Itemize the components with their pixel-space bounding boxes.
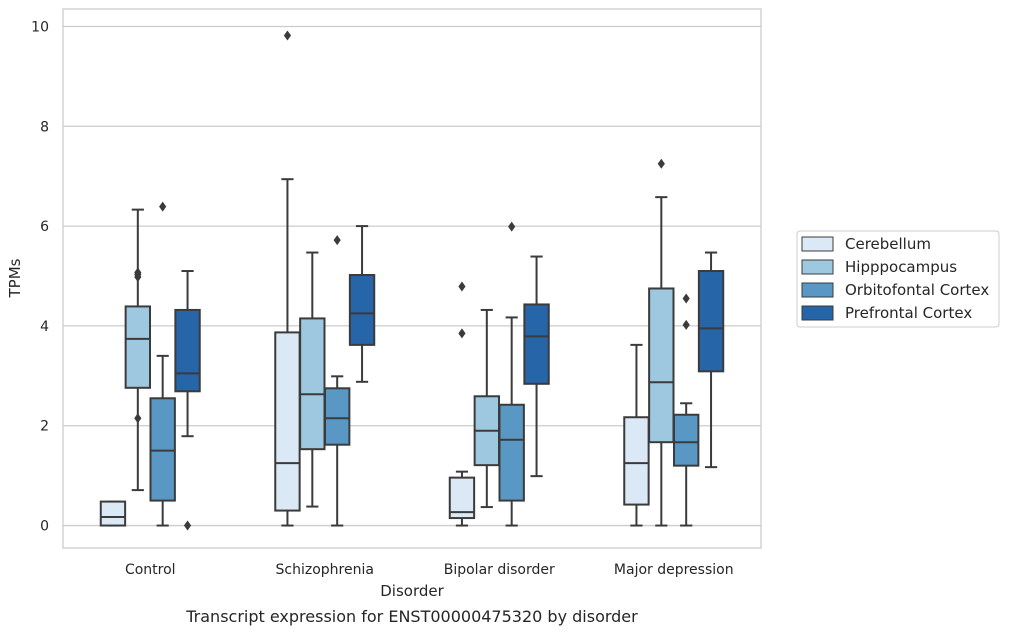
legend-frame <box>796 230 1000 328</box>
x-axis-title: Disorder <box>380 582 444 600</box>
box-cerebellum-3 <box>623 343 650 527</box>
box-iqr <box>623 416 650 506</box>
legend-swatch <box>801 305 834 321</box>
box-prefrontal-cortex-1 <box>348 225 376 383</box>
legend-swatch <box>801 282 834 298</box>
legend-swatch <box>801 259 834 275</box>
box-layer <box>99 30 725 531</box>
box-orbitofontal-cortex-0 <box>149 201 176 527</box>
box-orbitofontal-cortex-1 <box>323 235 351 527</box>
legend-label: Cerebellum <box>845 235 931 253</box>
chart-caption: Transcript expression for ENST0000047532… <box>185 607 638 626</box>
box-prefrontal-cortex-2 <box>523 255 550 478</box>
box-iqr <box>348 274 376 346</box>
box-prefrontal-cortex-3 <box>697 251 725 469</box>
y-tick-label: 10 <box>31 19 49 35</box>
box-iqr <box>323 387 351 446</box>
outlier-point <box>134 413 142 424</box>
outlier-point <box>508 221 516 232</box>
outlier-point <box>183 520 192 531</box>
legend-swatch <box>801 236 834 252</box>
y-tick-label: 4 <box>40 319 49 335</box>
x-tick-label: Schizophrenia <box>276 562 374 578</box>
legend-label: Prefrontal Cortex <box>845 304 972 322</box>
box-iqr <box>124 305 152 389</box>
outlier-point <box>134 267 142 278</box>
outlier-point <box>458 328 466 339</box>
x-tick-label: Control <box>125 562 176 578</box>
x-tick-label: Bipolar disorder <box>444 562 555 578</box>
box-iqr <box>523 303 550 385</box>
box-iqr <box>299 317 326 451</box>
box-cerebellum-1 <box>274 30 301 527</box>
box-iqr <box>697 270 725 373</box>
outlier-point <box>159 201 167 212</box>
box-iqr <box>498 403 525 502</box>
outlier-point <box>657 158 665 169</box>
outlier-point <box>283 30 292 41</box>
box-prefrontal-cortex-0 <box>174 270 201 531</box>
box-iqr <box>648 287 675 444</box>
y-tick-labels: 0 2 4 6 8 10 <box>31 19 49 534</box>
box-iqr <box>274 331 301 512</box>
y-axis-title: TPMs <box>6 258 24 298</box>
plot-frame <box>62 8 762 549</box>
box-hipppocampus-3 <box>648 158 675 527</box>
legend-items: Cerebellum Hipppocampus Orbitofontal Corte… <box>801 235 989 322</box>
box-hipppocampus-1 <box>299 251 326 508</box>
box-cerebellum-2 <box>448 281 476 527</box>
box-iqr <box>149 397 176 502</box>
box-iqr <box>174 308 201 393</box>
box-orbitofontal-cortex-2 <box>498 221 525 527</box>
box-hipppocampus-0 <box>124 208 152 492</box>
box-cerebellum-0 <box>99 500 127 527</box>
x-tick-label: Major depression <box>614 562 734 578</box>
box-iqr <box>672 413 700 467</box>
y-tick-label: 0 <box>40 519 49 535</box>
y-tick-label: 6 <box>40 219 49 235</box>
y-tick-label: 2 <box>40 419 49 435</box>
y-tick-label: 8 <box>40 119 49 135</box>
legend-label: Hipppocampus <box>845 258 957 276</box>
box-iqr <box>99 500 127 527</box>
outlier-point <box>458 281 466 292</box>
legend: Cerebellum Hipppocampus Orbitofontal Corte… <box>796 230 1000 328</box>
outlier-point <box>682 319 690 330</box>
outlier-point <box>333 235 341 246</box>
legend-label: Orbitofontal Cortex <box>845 281 989 299</box>
box-orbitofontal-cortex-3 <box>672 293 700 527</box>
x-tick-labels: Control Schizophrenia Bipolar disorder Majo… <box>125 562 734 578</box>
box-hipppocampus-2 <box>473 308 501 509</box>
outlier-point <box>682 293 690 304</box>
